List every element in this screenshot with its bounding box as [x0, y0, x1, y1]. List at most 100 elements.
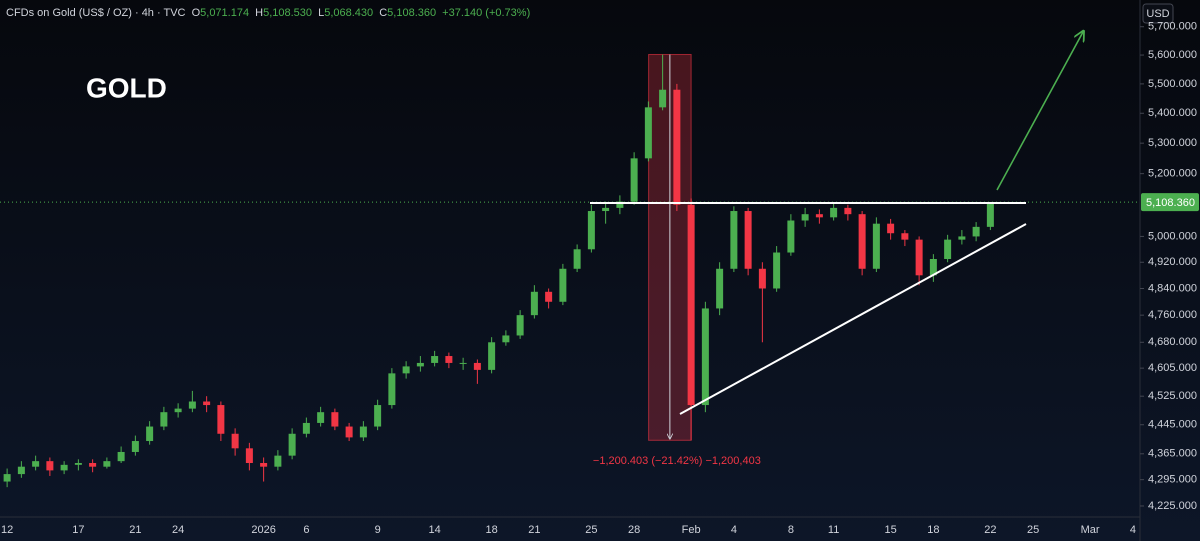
candle-body — [587, 211, 595, 250]
candle-body — [872, 223, 880, 269]
currency-button[interactable] — [1142, 3, 1174, 24]
change: +37.140 (+0.73%) — [442, 7, 530, 19]
candle-body — [302, 422, 310, 434]
x-tick-label: 14 — [429, 524, 441, 536]
y-tick-label: 4,760.000 — [1148, 309, 1197, 321]
y-tick-label: 5,600.000 — [1148, 49, 1197, 61]
x-tick-label: 9 — [375, 524, 381, 536]
candle-body — [858, 214, 866, 269]
ohlc-value: 5,108.530 — [263, 7, 312, 19]
ohlc-key: H — [255, 7, 263, 19]
candle-body — [317, 412, 325, 423]
candle-body — [488, 342, 496, 370]
candle-body — [17, 466, 25, 475]
candle-body — [573, 249, 581, 269]
x-tick-label: 4 — [1130, 524, 1136, 536]
candle-body — [815, 214, 823, 218]
y-tick-label: 5,200.000 — [1148, 168, 1197, 180]
ohlc-value: 5,071.174 — [200, 7, 249, 19]
candle-body — [730, 211, 738, 269]
x-tick-label: 24 — [172, 524, 184, 536]
candle-body — [374, 405, 382, 427]
candle-body — [174, 408, 182, 413]
candle-body — [545, 291, 553, 302]
candle-body — [701, 308, 709, 406]
candle-body — [787, 220, 795, 253]
plot-area — [0, 53, 1140, 488]
candle-body — [459, 362, 467, 364]
ohlc-key: L — [318, 7, 324, 19]
candle-body — [716, 268, 724, 309]
candle-body — [245, 448, 253, 463]
currency-label: USD — [1146, 8, 1169, 20]
y-tick-label: 5,000.000 — [1148, 230, 1197, 242]
x-tick-label: 2026 — [251, 524, 275, 536]
candle-body — [388, 373, 396, 406]
candle-body — [929, 258, 937, 276]
y-tick-label: 4,920.000 — [1148, 256, 1197, 268]
x-tick-label: 25 — [585, 524, 597, 536]
candle-body — [616, 201, 624, 208]
x-tick-label: 22 — [984, 524, 996, 536]
y-tick-label: 4,445.000 — [1148, 419, 1197, 431]
last-price-badge — [1141, 193, 1199, 212]
candle-body — [146, 426, 154, 442]
candle-body — [972, 226, 980, 237]
y-tick-label: 5,300.000 — [1148, 137, 1197, 149]
candle-body — [958, 236, 966, 240]
candle-body — [60, 464, 68, 471]
candle-body — [659, 89, 667, 108]
x-tick-label: Feb — [682, 524, 701, 536]
x-tick-label: 12 — [1, 524, 13, 536]
header-legend: CFDs on Gold (US$ / OZ) · 4h · TVC O5,07… — [6, 7, 530, 19]
y-tick-label: 4,840.000 — [1148, 282, 1197, 294]
candle-body — [274, 455, 282, 467]
ohlc-value: 5,068.430 — [324, 7, 373, 19]
candle-body — [630, 158, 638, 202]
x-tick-label: 18 — [927, 524, 939, 536]
candle-body — [231, 433, 239, 449]
candle-body — [74, 462, 82, 465]
candle-body — [687, 204, 695, 406]
x-tick-label: 21 — [129, 524, 141, 536]
x-tick-label: 8 — [788, 524, 794, 536]
candle-body — [32, 461, 40, 467]
y-tick-label: 4,525.000 — [1148, 390, 1197, 402]
candle-body — [131, 441, 139, 452]
candle-body — [402, 366, 410, 374]
candle-body — [844, 207, 852, 215]
x-tick-label: 21 — [528, 524, 540, 536]
candle-body — [288, 433, 296, 456]
candle-body — [473, 362, 481, 370]
candle-body — [345, 426, 353, 438]
candle-body — [915, 239, 923, 276]
y-tick-label: 4,365.000 — [1148, 448, 1197, 460]
y-tick-label: 4,295.000 — [1148, 474, 1197, 486]
candle-body — [160, 412, 168, 427]
candle-body — [431, 356, 439, 363]
candle-body — [744, 211, 752, 269]
x-tick-label: 11 — [828, 524, 839, 536]
candle-body — [46, 461, 54, 471]
x-tick-label: 4 — [731, 524, 737, 536]
y-tick-label: 5,700.000 — [1148, 21, 1197, 33]
measure-label: −1,200.403 (−21.42%) −1,200,403 — [593, 455, 761, 467]
ohlc-key: C — [379, 7, 387, 19]
ohlc-value: 5,108.360 — [387, 7, 436, 19]
candle-body — [260, 462, 268, 467]
target-arrow — [996, 32, 1083, 191]
candle-body — [530, 291, 538, 316]
candle-body — [986, 202, 994, 227]
candle-body — [217, 405, 225, 434]
candle-body — [559, 268, 567, 302]
ohlc-key: O — [192, 7, 201, 19]
candle-body — [117, 451, 125, 462]
y-tick-label: 4,680.000 — [1148, 336, 1197, 348]
candle-body — [758, 268, 766, 289]
x-tick-label: 25 — [1027, 524, 1039, 536]
last-price-label: 5,108.360 — [1146, 197, 1195, 209]
candle-body — [901, 233, 909, 240]
x-tick-label: 17 — [72, 524, 84, 536]
y-tick-label: 4,605.000 — [1148, 362, 1197, 374]
